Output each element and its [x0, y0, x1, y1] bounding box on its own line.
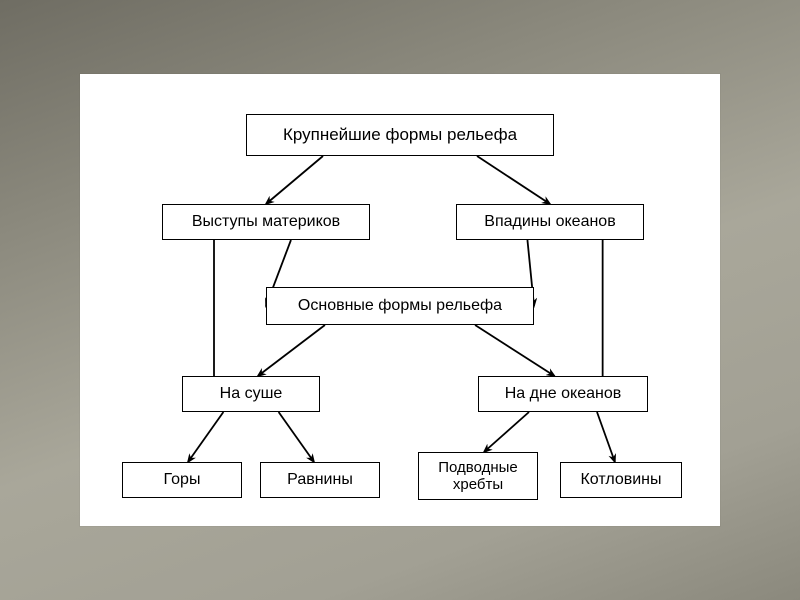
node-label: Крупнейшие формы рельефа [283, 125, 517, 145]
edge-7 [475, 325, 554, 376]
node-n2: Выступы материков [162, 204, 370, 240]
edge-11 [597, 412, 615, 462]
node-n10: Котловины [560, 462, 682, 498]
node-label: Равнины [287, 471, 353, 489]
node-label: На суше [220, 385, 283, 403]
node-n6: На дне океанов [478, 376, 648, 412]
node-n5: На суше [182, 376, 320, 412]
node-label: Котловины [580, 471, 661, 489]
node-n8: Равнины [260, 462, 380, 498]
node-n1: Крупнейшие формы рельефа [246, 114, 554, 156]
node-n9: Подводные хребты [418, 452, 538, 500]
diagram-panel: Крупнейшие формы рельефа Выступы материко… [80, 74, 720, 526]
node-n7: Горы [122, 462, 242, 498]
edge-1 [477, 156, 550, 204]
node-n4: Основные формы рельефа [266, 287, 534, 325]
edge-6 [258, 325, 325, 376]
node-label: Выступы материков [192, 213, 340, 231]
node-label: Подводные хребты [425, 459, 531, 494]
node-label: На дне океанов [505, 385, 622, 403]
node-label: Основные формы рельефа [298, 297, 502, 315]
edge-9 [279, 412, 314, 462]
edge-0 [266, 156, 323, 204]
edge-10 [484, 412, 529, 452]
node-label: Горы [164, 471, 201, 489]
node-label: Впадины океанов [484, 213, 615, 231]
node-n3: Впадины океанов [456, 204, 644, 240]
edge-8 [188, 412, 223, 462]
